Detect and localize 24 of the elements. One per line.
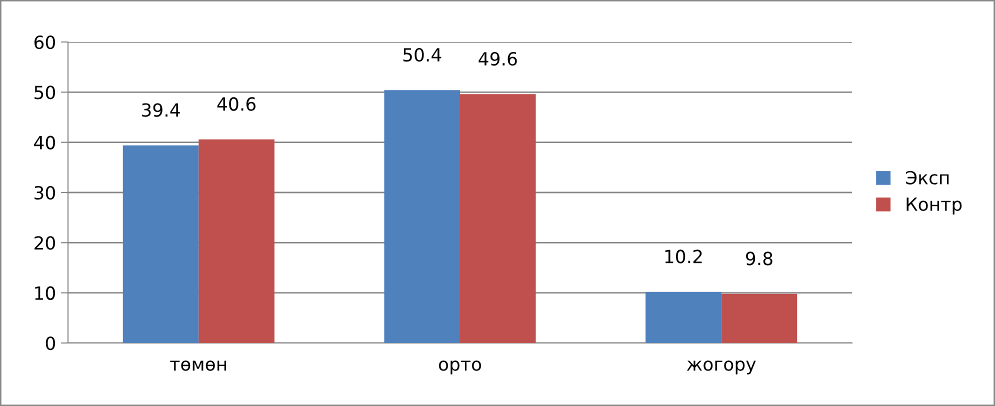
legend-label: Эксп — [906, 170, 949, 184]
data-label: 9.8 — [746, 252, 772, 266]
bar — [198, 139, 274, 343]
bar — [646, 292, 722, 343]
data-label: 39.4 — [142, 103, 180, 117]
y-tick-label: 50 — [34, 86, 55, 100]
y-tick-label: 20 — [34, 236, 55, 250]
y-tick-label: 30 — [34, 186, 55, 200]
bar — [384, 90, 460, 343]
y-tick-label: 10 — [35, 286, 55, 300]
bar — [721, 294, 798, 343]
x-tick-label: жогору — [686, 360, 756, 374]
y-tick-label: 40 — [34, 136, 55, 150]
x-tick-label: орто — [438, 360, 482, 374]
legend-label: Контр — [906, 198, 962, 214]
bar — [460, 94, 536, 343]
data-label: 10.2 — [665, 250, 702, 264]
y-tick-label: 0 — [46, 336, 55, 350]
bar — [122, 145, 199, 343]
data-label: 50.4 — [403, 48, 442, 62]
x-tick-label: төмөн — [170, 360, 226, 371]
y-tick-label: 60 — [34, 35, 55, 50]
data-label: 49.6 — [478, 52, 517, 66]
data-label: 40.6 — [217, 97, 256, 111]
